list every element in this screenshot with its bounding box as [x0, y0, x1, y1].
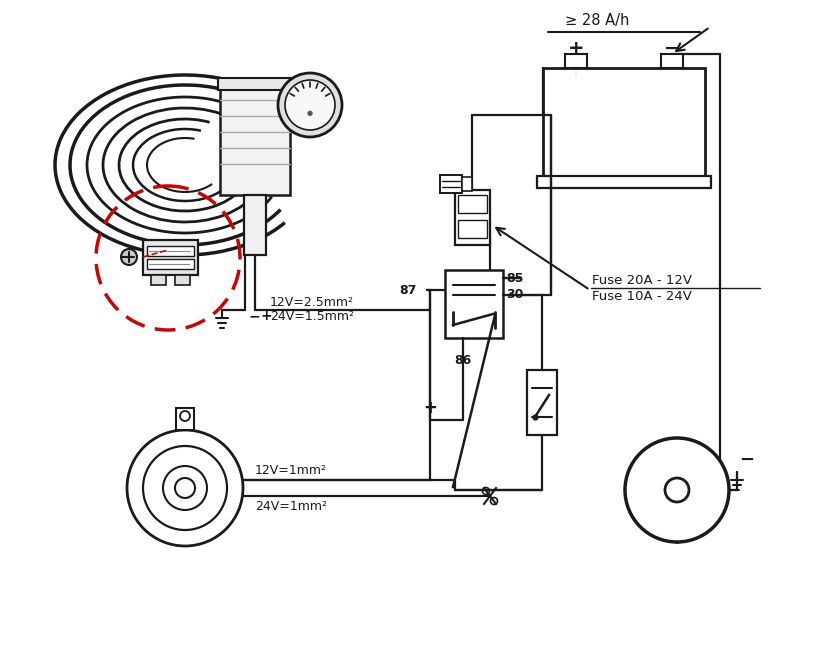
- Text: ●: ●: [307, 110, 313, 116]
- Bar: [543, 68, 705, 176]
- Text: +: +: [261, 309, 273, 323]
- Circle shape: [180, 411, 190, 421]
- Bar: [455, 190, 490, 245]
- Bar: [175, 275, 190, 285]
- Text: Fuse 10A - 24V: Fuse 10A - 24V: [592, 290, 692, 303]
- Circle shape: [285, 80, 335, 130]
- Bar: [151, 275, 166, 285]
- Bar: [445, 270, 503, 338]
- Text: −: −: [249, 309, 260, 323]
- Circle shape: [163, 466, 207, 510]
- Bar: [527, 370, 557, 435]
- Circle shape: [625, 438, 729, 542]
- Text: 12V=2.5mm²: 12V=2.5mm²: [270, 296, 354, 309]
- Bar: [143, 240, 198, 275]
- Circle shape: [175, 478, 195, 498]
- Circle shape: [665, 478, 689, 502]
- Circle shape: [127, 430, 243, 546]
- Bar: [147, 259, 194, 269]
- Bar: [176, 408, 194, 430]
- Text: 30: 30: [506, 288, 523, 301]
- Bar: [218, 78, 292, 90]
- Text: +: +: [423, 399, 437, 417]
- Bar: [462, 177, 472, 191]
- Text: 86: 86: [454, 354, 471, 366]
- Bar: [661, 54, 683, 68]
- Text: 24V=1mm²: 24V=1mm²: [255, 500, 327, 513]
- Text: 87: 87: [400, 283, 417, 296]
- Circle shape: [278, 73, 342, 137]
- Bar: [220, 85, 290, 195]
- Text: −: −: [664, 39, 680, 58]
- Bar: [458, 195, 487, 213]
- Text: +: +: [568, 39, 584, 58]
- Text: 85: 85: [506, 271, 523, 284]
- Bar: [565, 54, 587, 68]
- Bar: [440, 175, 462, 193]
- Circle shape: [143, 446, 227, 530]
- Text: −: −: [739, 451, 754, 469]
- Bar: [458, 220, 487, 238]
- Text: ≥ 28 A/h: ≥ 28 A/h: [565, 12, 630, 27]
- Circle shape: [121, 249, 137, 265]
- Bar: [537, 176, 711, 188]
- Text: 24V=1.5mm²: 24V=1.5mm²: [270, 309, 354, 322]
- Text: 12V=1mm²: 12V=1mm²: [255, 464, 327, 477]
- Bar: [244, 195, 266, 255]
- Text: Fuse 20A - 12V: Fuse 20A - 12V: [592, 273, 692, 286]
- Bar: [147, 246, 194, 256]
